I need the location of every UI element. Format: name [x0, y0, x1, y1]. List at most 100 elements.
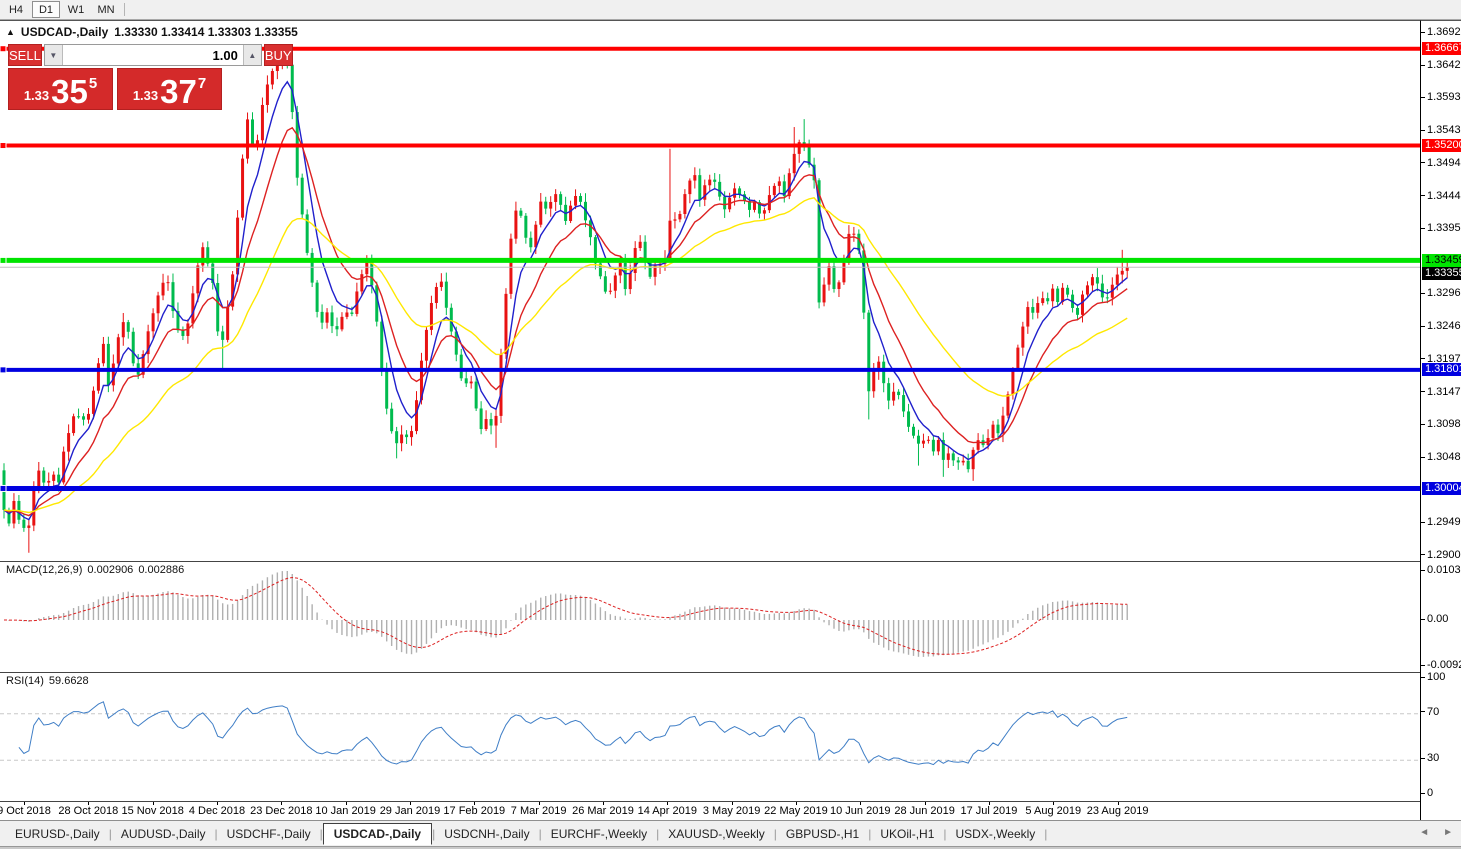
chart-tab-usdcnh-daily[interactable]: USDCNH-,Daily: [444, 826, 530, 841]
candle: [161, 273, 165, 301]
axis-tick: [1421, 664, 1425, 666]
candle: [82, 413, 86, 426]
candle: [549, 196, 553, 217]
candle: [191, 285, 195, 329]
hline-handle[interactable]: [0, 142, 7, 150]
candle: [340, 312, 344, 332]
price-chart-canvas: [0, 20, 1420, 562]
tab-separator: |: [868, 826, 872, 841]
candle: [1085, 281, 1089, 299]
candle: [350, 306, 354, 317]
hline-handle[interactable]: [0, 256, 7, 264]
candle: [17, 495, 21, 525]
chart-ohlc-values: 1.33330 1.33414 1.33303 1.33355: [114, 25, 298, 39]
date-tick: [24, 802, 25, 805]
chart-tab-usdcad-daily[interactable]: USDCAD-,Daily: [322, 822, 433, 845]
volume-increase-icon[interactable]: ▲: [242, 45, 261, 65]
chart-tab-ukoil-h1[interactable]: UKOil-,H1: [880, 826, 935, 841]
candle: [817, 178, 821, 309]
buy-price-button[interactable]: 1.33 37 7: [117, 68, 222, 110]
sell-price-prefix: 1.33: [23, 88, 50, 103]
date-label: 28 Jun 2019: [894, 805, 955, 817]
candle: [797, 139, 801, 163]
timeframe-button-mn[interactable]: MN: [97, 3, 115, 16]
tab-scroll-arrows: ◄ ►: [1419, 827, 1453, 838]
axis-tick: [1421, 391, 1425, 393]
timeframe-button-h4[interactable]: H4: [8, 3, 24, 16]
candle: [613, 272, 617, 299]
date-tick: [667, 802, 669, 805]
candle: [1080, 290, 1084, 323]
candle: [897, 389, 901, 400]
buy-button[interactable]: BUY: [263, 44, 293, 66]
buy-price-prefix: 1.33: [132, 88, 159, 103]
tab-separator: |: [319, 826, 323, 841]
collapse-arrow-icon[interactable]: ▲: [6, 27, 15, 37]
candle: [474, 375, 478, 412]
hline-handle[interactable]: [0, 45, 7, 53]
candle: [405, 430, 409, 444]
chart-tab-usdchf-daily[interactable]: USDCHF-,Daily: [226, 826, 311, 841]
chart-tab-usdx-weekly[interactable]: USDX-,Weekly: [955, 826, 1036, 841]
chart-tab-gbpusd-h1[interactable]: GBPUSD-,H1: [785, 826, 860, 841]
hline-price-badge: 1.36667: [1422, 42, 1461, 56]
tab-separator: |: [943, 826, 947, 841]
candle: [539, 192, 543, 228]
candle: [429, 295, 433, 336]
tab-scroll-left-icon[interactable]: ◄: [1419, 827, 1430, 838]
rsi-label: RSI(14) 59.6628: [6, 675, 89, 687]
candle: [1105, 288, 1109, 304]
volume-decrease-icon[interactable]: ▼: [44, 45, 63, 65]
candle: [683, 189, 687, 219]
chart-tab-xauusd-weekly[interactable]: XAUUSD-,Weekly: [668, 826, 765, 841]
date-tick: [409, 802, 411, 805]
axis-tick: [1421, 618, 1425, 620]
tab-scroll-right-icon[interactable]: ►: [1443, 827, 1453, 838]
ma-line-6: [3, 80, 1128, 521]
timeframe-button-w1[interactable]: W1: [67, 3, 85, 16]
candle: [892, 382, 896, 406]
chart-tab-audusd-daily[interactable]: AUDUSD-,Daily: [120, 826, 206, 841]
axis-tick: [1421, 162, 1425, 164]
sell-price-big: 35: [51, 73, 88, 110]
candle: [916, 429, 920, 466]
candle: [390, 402, 394, 434]
sell-price-button[interactable]: 1.33 35 5: [8, 68, 113, 110]
hline-handle[interactable]: [0, 484, 7, 492]
candle: [1041, 291, 1045, 306]
candle: [1076, 304, 1080, 321]
candle: [410, 425, 414, 446]
axis-tick: [1421, 711, 1425, 713]
date-label: 22 May 2019: [764, 805, 828, 817]
candle: [588, 215, 592, 246]
candle: [603, 270, 607, 294]
candle: [887, 377, 891, 410]
candle: [325, 308, 329, 329]
date-label: 10 Jun 2019: [830, 805, 891, 817]
chart-tab-eurchf-weekly[interactable]: EURCHF-,Weekly: [550, 826, 648, 841]
candle: [360, 269, 364, 296]
hline-handle[interactable]: [0, 366, 7, 374]
volume-input[interactable]: [62, 45, 243, 65]
candle: [529, 231, 533, 253]
macd-value-signal: 0.002886: [138, 564, 185, 576]
sell-button[interactable]: SELL: [8, 44, 42, 66]
macd-panel-canvas: [0, 571, 1420, 673]
timeframe-toolbar: H4 D1 W1 MN: [0, 0, 1461, 20]
timeframe-button-d1[interactable]: D1: [32, 1, 60, 18]
candle: [400, 425, 404, 452]
date-label: 4 Dec 2018: [188, 805, 246, 817]
date-tick: [281, 802, 283, 805]
candle: [966, 453, 970, 473]
candle: [305, 209, 309, 256]
candle: [951, 451, 955, 467]
axis-tick: [1421, 569, 1425, 571]
trade-panel-price-row: 1.33 35 5 1.33 37 7: [8, 68, 222, 110]
candle: [767, 185, 771, 214]
candle: [52, 471, 56, 487]
macd-axis-max: 0.010311: [1427, 564, 1461, 576]
axis-tick: [1421, 129, 1425, 131]
chart-tab-eurusd-daily[interactable]: EURUSD-,Daily: [15, 826, 100, 841]
macd-signal-line: [3, 576, 1128, 655]
rsi-panel-canvas: [0, 701, 1420, 802]
